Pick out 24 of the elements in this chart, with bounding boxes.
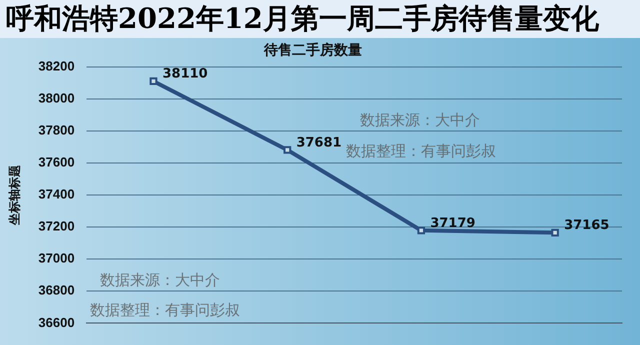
data-label: 37681 bbox=[296, 135, 342, 150]
chart-title: 呼和浩特2022年12月第一周二手房待售量变化 bbox=[0, 0, 640, 38]
data-label: 38110 bbox=[162, 66, 208, 82]
y-tick-label: 36600 bbox=[38, 314, 75, 330]
y-axis-title: 坐标轴标题 bbox=[8, 165, 22, 226]
y-tick-label: 37600 bbox=[38, 154, 75, 170]
chart-subtitle: 待售二手房数量 bbox=[263, 41, 362, 58]
data-label: 37179 bbox=[430, 216, 476, 231]
y-tick-label: 36800 bbox=[38, 282, 75, 298]
annotation: 数据整理：有事问彭叔 bbox=[90, 301, 240, 319]
annotation: 数据整理：有事问彭叔 bbox=[346, 142, 496, 160]
y-tick-label: 38200 bbox=[38, 58, 75, 74]
point bbox=[551, 228, 559, 236]
point bbox=[150, 77, 158, 86]
y-tick-label: 38000 bbox=[38, 90, 75, 106]
y-tick-label: 37200 bbox=[38, 218, 75, 234]
point bbox=[284, 146, 292, 154]
y-tick-label: 37400 bbox=[38, 186, 75, 202]
y-tick-label: 37000 bbox=[38, 250, 75, 266]
annotation: 数据来源：大中介 bbox=[100, 271, 220, 289]
y-tick-label: 37800 bbox=[38, 122, 75, 138]
data-label: 37165 bbox=[564, 218, 610, 234]
point bbox=[417, 226, 426, 234]
annotation: 数据来源：大中介 bbox=[360, 111, 480, 129]
